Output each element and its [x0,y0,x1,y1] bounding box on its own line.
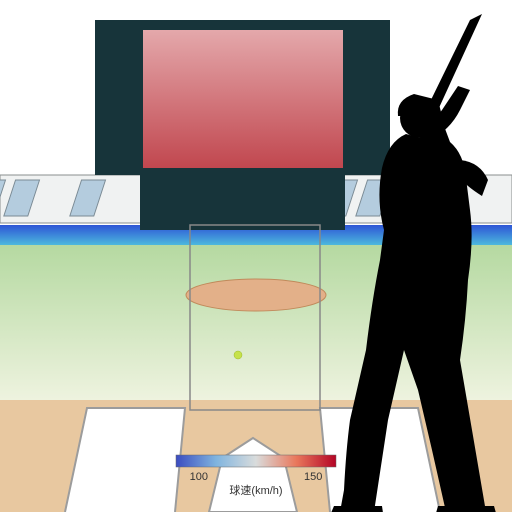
colorbar-label: 球速(km/h) [229,483,282,497]
scoreboard-base [140,175,345,230]
colorbar-tick: 100 [190,471,208,483]
colorbar-tick: 150 [304,471,322,483]
pitchers-mound [186,279,326,311]
pitch-dot [234,351,242,359]
pitch-location-diagram: 100 150 球速(km/h) [0,0,512,512]
speed-colorbar [176,455,336,467]
batter-box-left [65,408,185,512]
scoreboard-screen [143,30,343,168]
